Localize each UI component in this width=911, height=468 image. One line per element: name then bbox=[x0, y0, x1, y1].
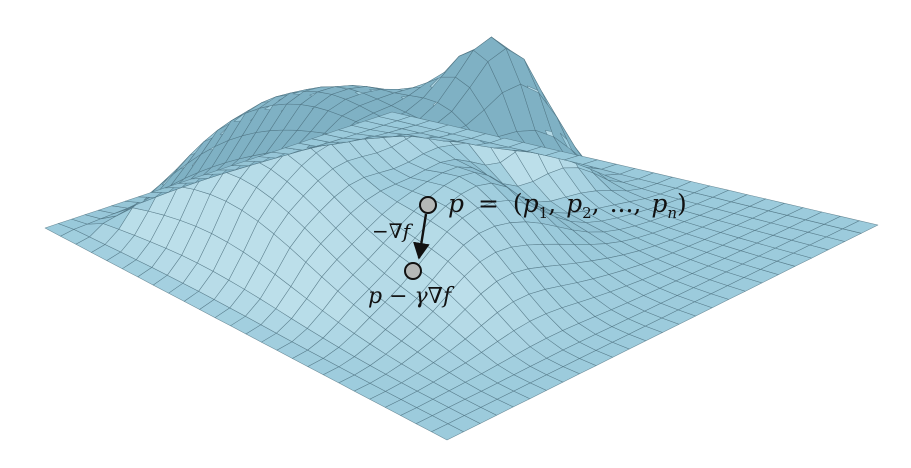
gradient-arrow bbox=[413, 213, 430, 260]
loss-surface bbox=[44, 36, 879, 441]
point-p-label: p = (p1, p2, ..., pn) bbox=[448, 189, 687, 222]
updated-point-label: p − γ∇f bbox=[368, 284, 455, 309]
point-p-marker bbox=[419, 196, 437, 214]
point-updated-marker bbox=[404, 262, 422, 280]
surface-mesh-cell bbox=[842, 220, 879, 234]
gradient-label: −∇f bbox=[372, 219, 414, 243]
